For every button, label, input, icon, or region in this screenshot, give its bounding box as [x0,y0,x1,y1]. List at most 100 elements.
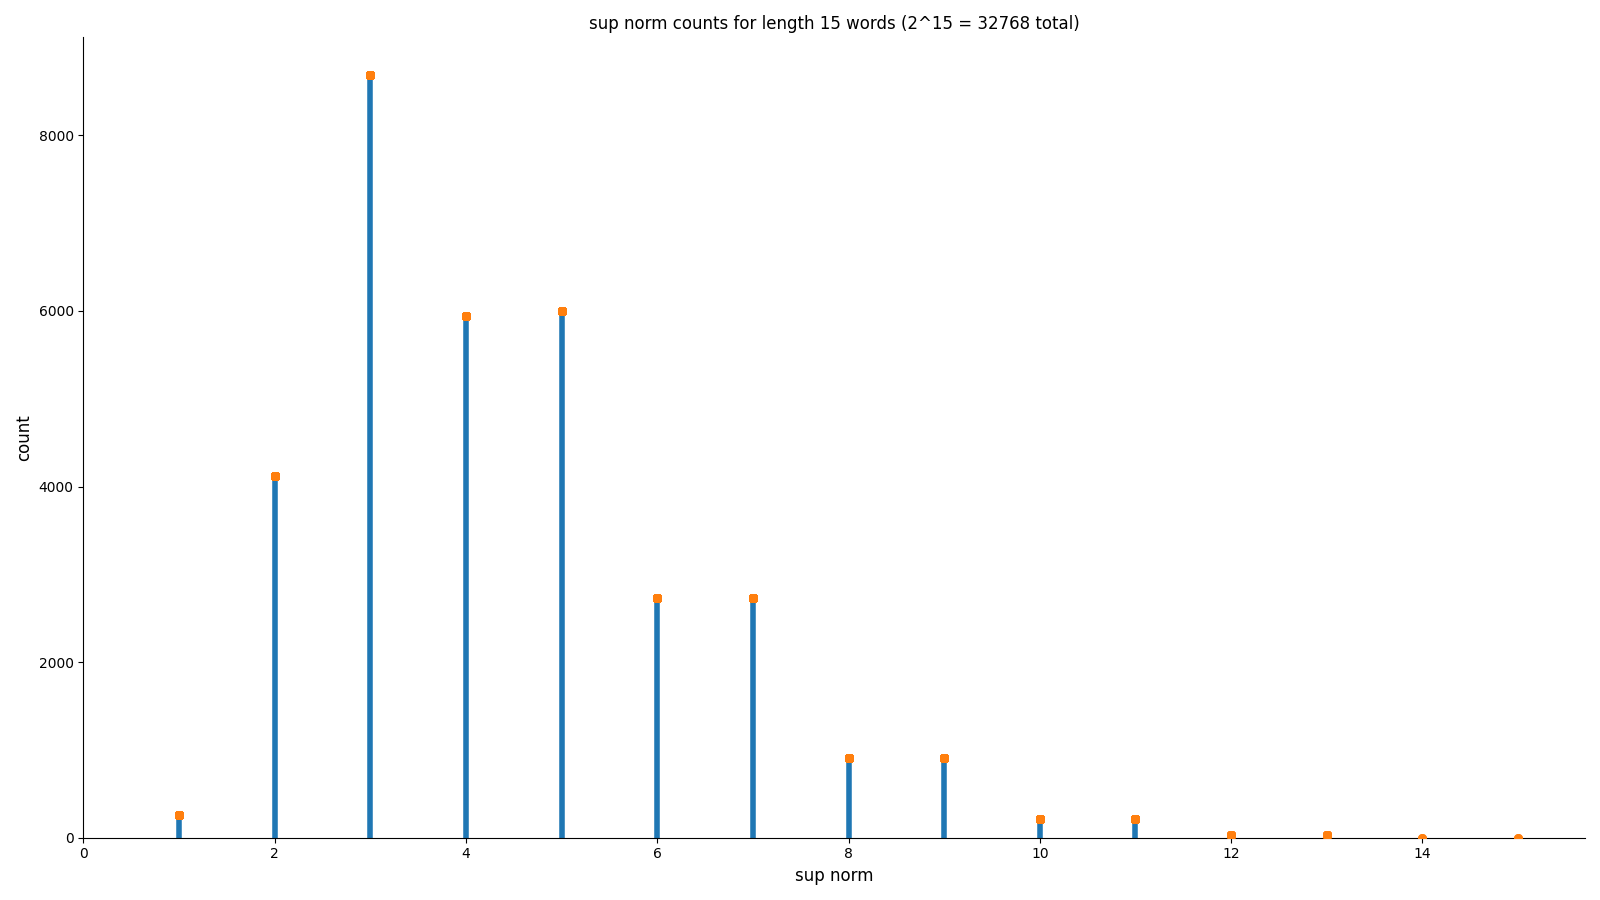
Point [549,303,574,318]
Point [645,590,670,605]
Point [453,309,478,323]
Point [741,590,766,605]
Point [262,469,288,483]
Point [357,68,382,83]
Point [357,68,382,83]
Point [357,68,382,83]
Point [357,68,382,83]
Point [357,68,382,83]
Point [549,303,574,318]
Point [357,68,382,83]
Point [549,303,574,318]
Point [357,68,382,83]
Point [549,303,574,318]
Point [453,309,478,323]
Point [453,309,478,323]
Point [931,751,957,765]
Point [549,303,574,318]
Point [453,309,478,323]
Point [453,309,478,323]
Point [262,469,288,483]
Point [262,469,288,483]
Point [357,68,382,83]
Point [453,309,478,323]
Point [741,590,766,605]
Point [741,590,766,605]
Point [262,469,288,483]
Point [549,303,574,318]
Point [645,590,670,605]
Point [549,303,574,318]
Point [645,590,670,605]
Point [549,303,574,318]
Point [453,309,478,323]
Point [645,590,670,605]
Point [453,309,478,323]
Point [741,590,766,605]
Point [357,68,382,83]
Point [645,590,670,605]
Point [357,68,382,83]
Point [357,68,382,83]
Point [357,68,382,83]
Point [741,590,766,605]
Point [262,469,288,483]
Point [357,68,382,83]
Point [549,303,574,318]
Point [453,309,478,323]
Point [262,469,288,483]
Point [357,68,382,83]
Point [645,590,670,605]
Point [549,303,574,318]
Point [741,590,766,605]
Point [645,590,670,605]
Point [262,469,288,483]
Point [835,751,861,765]
Point [357,68,382,83]
Point [549,303,574,318]
Point [549,303,574,318]
Point [549,303,574,318]
Point [262,469,288,483]
Point [453,309,478,323]
Point [262,469,288,483]
Point [549,303,574,318]
Point [549,303,574,318]
Point [453,309,478,323]
Point [357,68,382,83]
Point [645,590,670,605]
Point [549,303,574,318]
Point [357,68,382,83]
Point [453,309,478,323]
Point [645,590,670,605]
Point [645,590,670,605]
Point [549,303,574,318]
Point [262,469,288,483]
Point [453,309,478,323]
Point [453,309,478,323]
Point [549,303,574,318]
Point [835,751,861,765]
Point [453,309,478,323]
Point [645,590,670,605]
Point [549,303,574,318]
Point [357,68,382,83]
Point [357,68,382,83]
Point [453,309,478,323]
Point [645,590,670,605]
Point [549,303,574,318]
Point [549,303,574,318]
Point [357,68,382,83]
Point [262,469,288,483]
Point [549,303,574,318]
Point [262,469,288,483]
Point [357,68,382,83]
Point [549,303,574,318]
Point [741,590,766,605]
Point [549,303,574,318]
Point [262,469,288,483]
Point [453,309,478,323]
Point [453,309,478,323]
Point [262,469,288,483]
Point [357,68,382,83]
